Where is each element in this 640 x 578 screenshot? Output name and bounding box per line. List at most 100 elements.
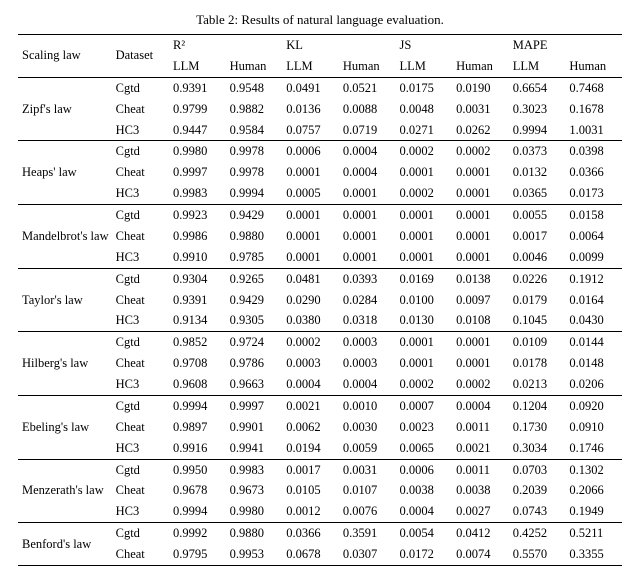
value-cell: 0.0158 bbox=[565, 205, 622, 226]
value-cell: 0.0076 bbox=[339, 501, 396, 522]
dataset-cell: Cheat bbox=[112, 353, 169, 374]
value-cell: 0.0284 bbox=[339, 290, 396, 311]
value-cell: 0.9994 bbox=[169, 395, 226, 416]
value-cell: 0.0003 bbox=[339, 353, 396, 374]
value-cell: 0.2039 bbox=[509, 480, 566, 501]
value-cell: 0.1045 bbox=[509, 310, 566, 331]
value-cell: 0.0719 bbox=[339, 120, 396, 141]
value-cell: 0.9134 bbox=[169, 310, 226, 331]
value-cell: 0.0038 bbox=[395, 480, 452, 501]
sub-human: Human bbox=[565, 56, 622, 77]
value-cell: 0.0213 bbox=[509, 374, 566, 395]
dataset-cell: Cheat bbox=[112, 544, 169, 565]
value-cell: 0.9265 bbox=[226, 268, 283, 289]
sub-llm: LLM bbox=[509, 56, 566, 77]
value-cell: 0.0004 bbox=[339, 374, 396, 395]
value-cell: 0.9429 bbox=[226, 290, 283, 311]
dataset-cell: Cgtd bbox=[112, 395, 169, 416]
table-row: Ebeling's lawCgtd0.99940.99970.00210.001… bbox=[18, 395, 622, 416]
value-cell: 0.0001 bbox=[395, 247, 452, 268]
value-cell: 0.9986 bbox=[169, 226, 226, 247]
value-cell: 0.9897 bbox=[169, 417, 226, 438]
dataset-cell: HC3 bbox=[112, 438, 169, 459]
value-cell: 0.0017 bbox=[509, 226, 566, 247]
value-cell: 0.0011 bbox=[452, 417, 509, 438]
value-cell: 0.0430 bbox=[565, 310, 622, 331]
value-cell: 0.0132 bbox=[509, 162, 566, 183]
col-dataset: Dataset bbox=[112, 35, 169, 78]
value-cell: 0.0017 bbox=[282, 459, 339, 480]
value-cell: 0.9305 bbox=[226, 310, 283, 331]
results-table: Scaling law Dataset R² KL JS MAPE LLM Hu… bbox=[18, 34, 622, 566]
value-cell: 0.0001 bbox=[339, 226, 396, 247]
value-cell: 0.0412 bbox=[452, 523, 509, 544]
value-cell: 0.9786 bbox=[226, 353, 283, 374]
value-cell: 0.0001 bbox=[339, 247, 396, 268]
sub-human: Human bbox=[226, 56, 283, 77]
value-cell: 0.1678 bbox=[565, 99, 622, 120]
value-cell: 0.3355 bbox=[565, 544, 622, 565]
value-cell: 0.1730 bbox=[509, 417, 566, 438]
value-cell: 0.9708 bbox=[169, 353, 226, 374]
dataset-cell: HC3 bbox=[112, 247, 169, 268]
dataset-cell: Cgtd bbox=[112, 523, 169, 544]
value-cell: 0.0105 bbox=[282, 480, 339, 501]
value-cell: 0.0023 bbox=[395, 417, 452, 438]
value-cell: 0.9994 bbox=[169, 501, 226, 522]
value-cell: 0.9852 bbox=[169, 332, 226, 353]
value-cell: 0.0001 bbox=[452, 353, 509, 374]
dataset-cell: Cgtd bbox=[112, 205, 169, 226]
value-cell: 0.9799 bbox=[169, 99, 226, 120]
value-cell: 0.0099 bbox=[565, 247, 622, 268]
value-cell: 0.0491 bbox=[282, 77, 339, 98]
value-cell: 0.0064 bbox=[565, 226, 622, 247]
value-cell: 0.0021 bbox=[282, 395, 339, 416]
value-cell: 0.0006 bbox=[282, 141, 339, 162]
law-name: Taylor's law bbox=[18, 268, 112, 332]
value-cell: 0.0148 bbox=[565, 353, 622, 374]
table-row: Heaps' lawCgtd0.99800.99780.00060.00040.… bbox=[18, 141, 622, 162]
value-cell: 0.0048 bbox=[395, 99, 452, 120]
value-cell: 0.4252 bbox=[509, 523, 566, 544]
value-cell: 0.0910 bbox=[565, 417, 622, 438]
value-cell: 0.0002 bbox=[395, 183, 452, 204]
table-caption: Table 2: Results of natural language eva… bbox=[18, 12, 622, 28]
law-name: Menzerath's law bbox=[18, 459, 112, 523]
value-cell: 0.9997 bbox=[169, 162, 226, 183]
dataset-cell: Cheat bbox=[112, 226, 169, 247]
value-cell: 0.1949 bbox=[565, 501, 622, 522]
value-cell: 0.9950 bbox=[169, 459, 226, 480]
value-cell: 0.0373 bbox=[509, 141, 566, 162]
value-cell: 0.0481 bbox=[282, 268, 339, 289]
value-cell: 0.9997 bbox=[226, 395, 283, 416]
value-cell: 0.0062 bbox=[282, 417, 339, 438]
value-cell: 0.9994 bbox=[226, 183, 283, 204]
value-cell: 0.0262 bbox=[452, 120, 509, 141]
value-cell: 0.0004 bbox=[395, 501, 452, 522]
value-cell: 0.0001 bbox=[452, 205, 509, 226]
value-cell: 0.0001 bbox=[452, 226, 509, 247]
value-cell: 0.0179 bbox=[509, 290, 566, 311]
value-cell: 0.0144 bbox=[565, 332, 622, 353]
value-cell: 0.0173 bbox=[565, 183, 622, 204]
dataset-cell: HC3 bbox=[112, 120, 169, 141]
value-cell: 0.9992 bbox=[169, 523, 226, 544]
value-cell: 0.0097 bbox=[452, 290, 509, 311]
value-cell: 0.0190 bbox=[452, 77, 509, 98]
value-cell: 0.0206 bbox=[565, 374, 622, 395]
value-cell: 0.0001 bbox=[395, 205, 452, 226]
dataset-cell: Cheat bbox=[112, 162, 169, 183]
value-cell: 0.0271 bbox=[395, 120, 452, 141]
value-cell: 0.3591 bbox=[339, 523, 396, 544]
value-cell: 0.9584 bbox=[226, 120, 283, 141]
value-cell: 0.3034 bbox=[509, 438, 566, 459]
value-cell: 0.0005 bbox=[282, 183, 339, 204]
value-cell: 0.0003 bbox=[282, 353, 339, 374]
value-cell: 0.0365 bbox=[509, 183, 566, 204]
value-cell: 0.0001 bbox=[395, 226, 452, 247]
value-cell: 0.1302 bbox=[565, 459, 622, 480]
value-cell: 0.0006 bbox=[395, 459, 452, 480]
value-cell: 0.0002 bbox=[452, 141, 509, 162]
value-cell: 0.0004 bbox=[282, 374, 339, 395]
law-name: Ebeling's law bbox=[18, 395, 112, 459]
